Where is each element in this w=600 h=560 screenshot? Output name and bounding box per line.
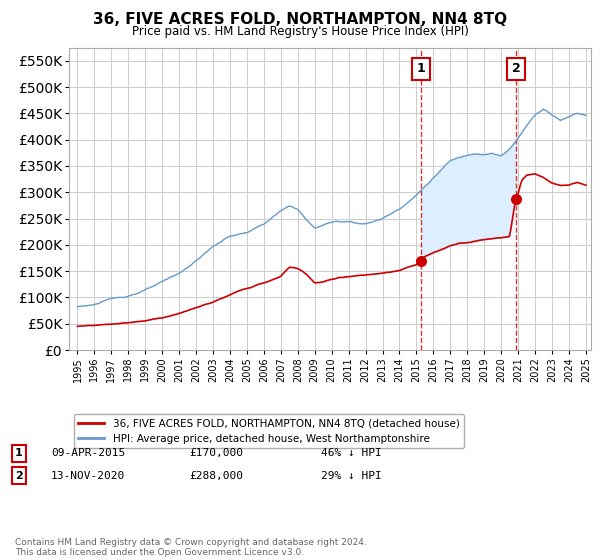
Text: 2: 2 [512,62,520,75]
Text: 46% ↓ HPI: 46% ↓ HPI [321,449,382,459]
Text: 1: 1 [416,62,425,75]
Text: £288,000: £288,000 [189,471,243,481]
Text: 09-APR-2015: 09-APR-2015 [51,449,125,459]
Text: £170,000: £170,000 [189,449,243,459]
Text: 36, FIVE ACRES FOLD, NORTHAMPTON, NN4 8TQ: 36, FIVE ACRES FOLD, NORTHAMPTON, NN4 8T… [93,12,507,27]
Text: Contains HM Land Registry data © Crown copyright and database right 2024.
This d: Contains HM Land Registry data © Crown c… [15,538,367,557]
Text: 29% ↓ HPI: 29% ↓ HPI [321,471,382,481]
Legend: 36, FIVE ACRES FOLD, NORTHAMPTON, NN4 8TQ (detached house), HPI: Average price, : 36, FIVE ACRES FOLD, NORTHAMPTON, NN4 8T… [74,414,464,447]
Text: 13-NOV-2020: 13-NOV-2020 [51,471,125,481]
Text: 2: 2 [15,471,23,481]
Text: 1: 1 [15,449,23,459]
Text: Price paid vs. HM Land Registry's House Price Index (HPI): Price paid vs. HM Land Registry's House … [131,25,469,38]
